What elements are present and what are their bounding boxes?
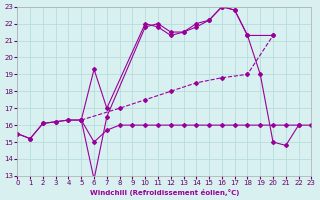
X-axis label: Windchill (Refroidissement éolien,°C): Windchill (Refroidissement éolien,°C) (90, 189, 239, 196)
